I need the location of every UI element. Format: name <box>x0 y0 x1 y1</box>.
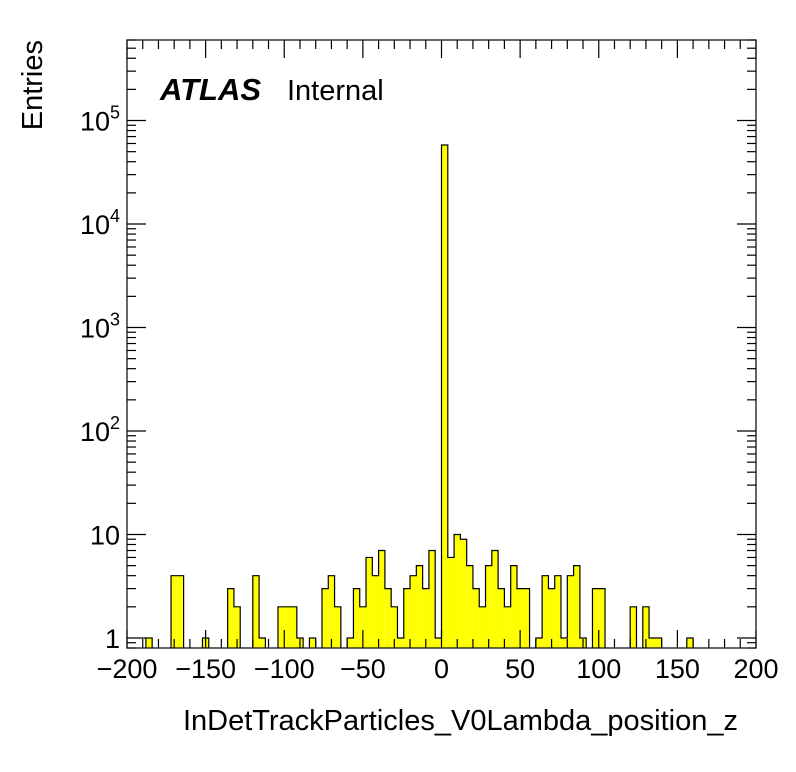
histogram-bar <box>649 637 656 648</box>
y-tick-label: 105 <box>80 103 120 137</box>
histogram-bar <box>485 565 492 648</box>
histogram-bar <box>447 557 455 648</box>
x-tick-labels: −200 −150 −100 −50 0 50 100 150 200 <box>97 654 779 684</box>
histogram-bar <box>535 637 543 648</box>
histogram-bar <box>548 588 555 648</box>
histogram-outline <box>145 144 694 648</box>
histogram-bar <box>384 588 392 648</box>
histogram-bar <box>630 606 637 648</box>
histogram-bar <box>466 565 473 648</box>
y-tick-label: 1 <box>105 624 120 654</box>
y-tick-labels: 1 10 102 103 104 105 <box>80 103 120 654</box>
histogram-bar <box>441 145 448 648</box>
histogram-bar <box>284 606 291 648</box>
histogram-bar <box>479 606 486 648</box>
x-tick-label: 100 <box>576 654 621 684</box>
histogram-bar <box>655 637 662 648</box>
histogram-bar <box>561 637 568 648</box>
histogram-bar <box>259 637 266 648</box>
histogram-bar <box>422 588 429 648</box>
atlas-sublabel: Internal <box>287 75 384 107</box>
histogram-bar <box>504 606 511 648</box>
histogram-bar <box>554 575 562 648</box>
histogram-bar <box>498 588 505 648</box>
histogram-bar <box>359 606 367 648</box>
histogram-bar <box>177 575 184 648</box>
y-tick-label: 10 <box>90 520 120 550</box>
histogram-bar <box>542 575 549 648</box>
histogram-bar <box>686 637 694 648</box>
histogram-bar <box>454 534 461 648</box>
histogram-bar <box>353 588 360 648</box>
histogram-bar <box>233 606 241 648</box>
x-tick-label: 0 <box>434 654 449 684</box>
histogram-bar <box>328 575 335 648</box>
histogram-bar <box>227 588 234 648</box>
histogram-bar <box>523 588 530 648</box>
x-tick-label: −150 <box>175 654 236 684</box>
histogram-bar <box>334 606 341 648</box>
y-tick-label: 104 <box>80 206 120 240</box>
histogram-bar <box>290 606 297 648</box>
histogram-bar <box>460 539 467 648</box>
histogram-bar <box>516 588 524 648</box>
histogram-bars <box>145 145 694 648</box>
histogram-bar <box>472 588 480 648</box>
histogram-bar <box>598 588 606 648</box>
y-tick-label: 102 <box>80 413 120 447</box>
histogram-bar <box>573 565 580 648</box>
histogram-bar <box>277 606 285 648</box>
histogram-bar <box>391 606 398 648</box>
histogram-bar <box>378 550 385 648</box>
histogram-bar <box>491 550 499 648</box>
histogram-bar <box>252 575 260 648</box>
histogram-bar <box>567 575 574 648</box>
plot-frame <box>126 39 757 649</box>
y-tick-label: 103 <box>80 310 120 344</box>
x-tick-label: 150 <box>655 654 700 684</box>
x-axis-label: InDetTrackParticles_V0Lambda_position_z <box>183 705 738 737</box>
histogram-bar <box>510 565 517 648</box>
histogram-bar <box>592 588 599 648</box>
x-tick-label: −200 <box>97 654 158 684</box>
histogram-bar <box>416 565 423 648</box>
histogram-bar <box>397 637 404 648</box>
histogram-bar <box>372 575 379 648</box>
histogram-bar <box>171 575 178 648</box>
histogram-bar <box>410 575 417 648</box>
histogram-bar <box>309 637 316 648</box>
histogram-bar <box>403 588 411 648</box>
histogram-bar <box>347 637 354 648</box>
histogram-bar <box>321 588 329 648</box>
x-tick-label: 50 <box>505 654 535 684</box>
histogram-bar <box>435 637 442 648</box>
x-tick-label: 200 <box>733 654 778 684</box>
y-axis-label: Entries <box>17 40 49 130</box>
histogram-bar <box>428 550 436 648</box>
histogram-bar <box>145 637 153 648</box>
histogram-bar <box>642 606 650 648</box>
atlas-label: ATLAS <box>159 72 261 107</box>
axis-ticks <box>126 39 757 649</box>
histogram-bar <box>366 557 373 648</box>
x-tick-label: −100 <box>254 654 315 684</box>
x-tick-label: −50 <box>340 654 386 684</box>
